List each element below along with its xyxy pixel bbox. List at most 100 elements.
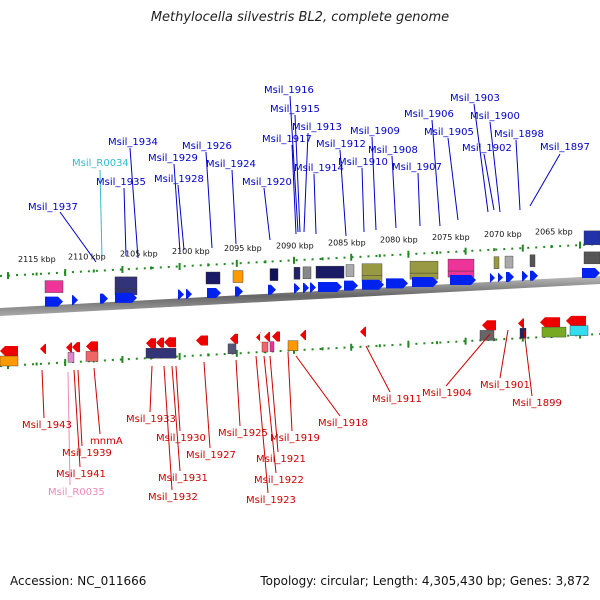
leader-line — [123, 187, 127, 257]
cds-block — [519, 328, 527, 339]
forward-gene-arrow — [294, 283, 300, 294]
cds-block — [85, 351, 99, 362]
reverse-gene-arrow — [66, 342, 72, 353]
forward-gene-arrow — [268, 284, 276, 295]
cds-block — [205, 271, 221, 285]
leader-line — [431, 119, 441, 227]
leader-line — [489, 121, 501, 213]
gene-label-msil-1928: Msil_1928 — [154, 174, 204, 185]
leader-line — [149, 365, 153, 413]
gene-label-msil-1914: Msil_1914 — [294, 163, 344, 174]
gene-label-msil-1921: Msil_1921 — [256, 454, 306, 465]
leader-line — [473, 103, 489, 213]
gene-label-msil-1904: Msil_1904 — [422, 388, 472, 399]
gene-label-msil-1908: Msil_1908 — [368, 145, 418, 156]
gene-label-msil-1934: Msil_1934 — [108, 137, 158, 148]
leader-line — [365, 345, 391, 393]
leader-line — [255, 355, 269, 494]
gene-label-mnma: mnmA — [90, 436, 123, 447]
scale-label: 2085 kbp — [328, 239, 366, 248]
leader-line — [173, 163, 181, 253]
forward-gene-arrow — [412, 277, 438, 288]
forward-gene-arrow — [115, 292, 137, 303]
gene-label-msil-1925: Msil_1925 — [218, 428, 268, 439]
gene-label-msil-1906: Msil_1906 — [404, 109, 454, 120]
leader-line — [289, 95, 299, 233]
cds-block — [583, 251, 600, 265]
gene-label-msil-1899: Msil_1899 — [512, 398, 562, 409]
map-title: Methylocella silvestris BL2, complete ge… — [150, 10, 450, 25]
gene-label-msil-1900: Msil_1900 — [470, 111, 520, 122]
leader-line — [483, 153, 495, 211]
gene-label-msil-1929: Msil_1929 — [148, 153, 198, 164]
gene-label-msil-r0035: Msil_R0035 — [48, 487, 105, 498]
forward-gene-arrow — [344, 280, 358, 291]
scale-label: 2105 kbp — [120, 250, 158, 259]
gene-label-msil-1901: Msil_1901 — [480, 380, 530, 391]
scale-labels: 2115 kbp 2110 kbp 2105 kbp 2100 kbp 2095 kbp… — [18, 227, 573, 264]
cds-block — [447, 258, 475, 272]
leader-line — [361, 167, 365, 233]
forward-gene-arrow — [450, 275, 476, 285]
leader-line — [77, 369, 83, 447]
leader-line — [445, 333, 491, 387]
leader-line — [129, 147, 139, 259]
leader-line — [263, 355, 277, 474]
reverse-gene-arrow — [72, 342, 80, 353]
cds-block — [504, 255, 514, 269]
scale-label: 2065 kbp — [535, 227, 573, 236]
gene-label-msil-1913: Msil_1913 — [292, 122, 342, 133]
gene-label-msil-1931: Msil_1931 — [158, 473, 208, 484]
cds-block — [145, 348, 177, 359]
gene-label-msil-1898: Msil_1898 — [494, 129, 544, 140]
forward-gene-arrow — [582, 267, 600, 278]
cds-block — [541, 326, 567, 338]
cds-block — [361, 263, 383, 276]
leader-line — [93, 367, 101, 435]
scale-label: 2070 kbp — [484, 230, 522, 239]
scale-label: 2095 kbp — [224, 244, 262, 253]
leader-line — [177, 184, 185, 251]
reverse-gene-arrow — [86, 341, 98, 352]
cds-block — [493, 256, 500, 269]
leader-line — [447, 137, 459, 221]
forward-gene-arrow — [235, 286, 243, 297]
leader-line — [303, 132, 309, 233]
reverse-gene-arrow — [230, 333, 238, 344]
forward-gene-arrow — [490, 272, 495, 283]
leader-line — [499, 329, 509, 379]
gene-label-msil-1907: Msil_1907 — [392, 162, 442, 173]
forward-gene-arrow — [303, 282, 309, 293]
cds-block — [569, 325, 589, 336]
gene-label-msil-1933: Msil_1933 — [126, 414, 176, 425]
cds-block — [269, 341, 275, 352]
cds-block — [529, 254, 536, 267]
gene-features — [0, 230, 600, 367]
cds-block — [409, 260, 439, 274]
reverse-gene-arrow — [272, 331, 280, 342]
gene-label-msil-1909: Msil_1909 — [350, 126, 400, 137]
gene-label-msil-1916: Msil_1916 — [264, 85, 314, 96]
leader-line — [391, 155, 397, 229]
reverse-gene-arrow — [156, 337, 164, 348]
leader-line — [263, 187, 271, 241]
leader-line — [294, 114, 301, 233]
leader-line — [99, 169, 103, 259]
reverse-gene-arrow — [482, 320, 496, 331]
gene-label-msil-1939: Msil_1939 — [62, 448, 112, 459]
cds-block — [293, 267, 301, 280]
cds-block — [583, 230, 600, 246]
leader-line — [205, 151, 213, 249]
leader-line — [417, 172, 421, 227]
cds-block — [44, 280, 64, 293]
gene-label-msil-r0034: Msil_R0034 — [72, 158, 129, 169]
scale-label: 2075 kbp — [432, 233, 470, 242]
gene-label-msil-1912: Msil_1912 — [316, 139, 366, 150]
reverse-gene-arrow — [256, 332, 261, 343]
forward-gene-arrow — [207, 287, 221, 298]
gene-label-msil-1918: Msil_1918 — [318, 418, 368, 429]
forward-gene-arrow — [530, 270, 538, 281]
scale-label: 2100 kbp — [172, 247, 210, 256]
